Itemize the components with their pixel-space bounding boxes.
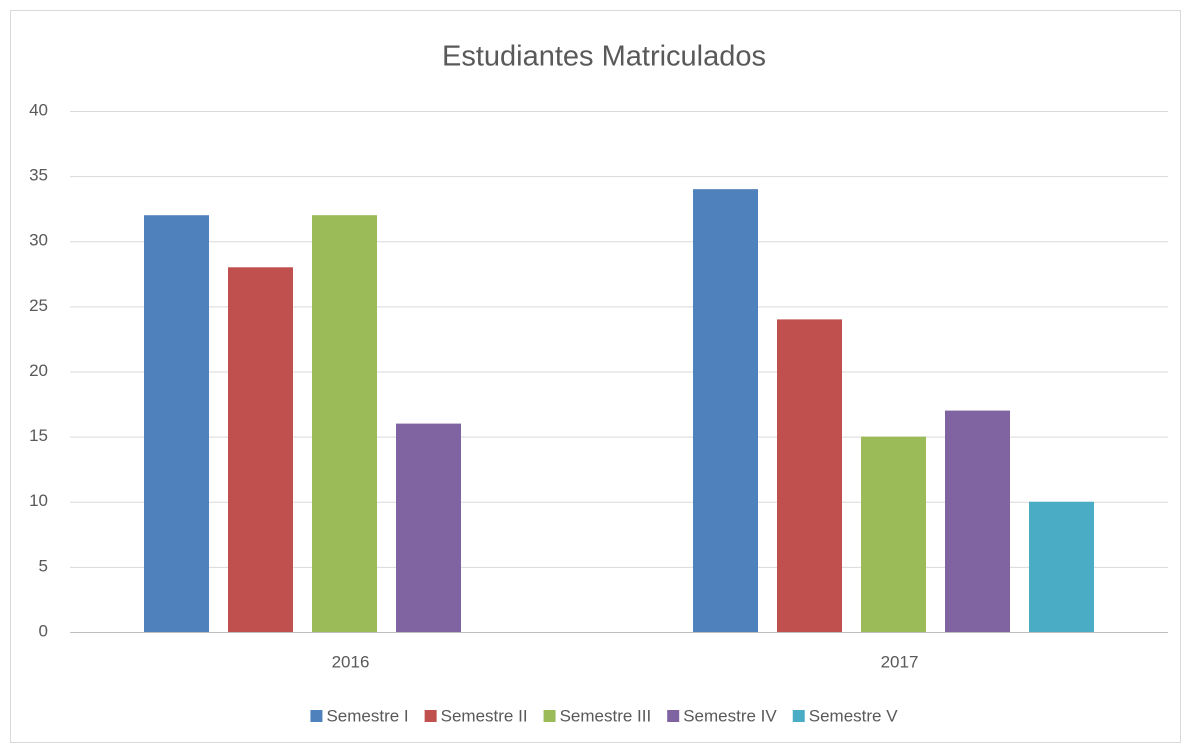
legend-swatch bbox=[543, 710, 556, 722]
y-tick-label: 15 bbox=[29, 426, 48, 445]
y-tick-label: 5 bbox=[39, 556, 48, 575]
chart-title: Estudiantes Matriculados bbox=[442, 41, 766, 73]
bar bbox=[777, 319, 842, 632]
y-tick-label: 30 bbox=[29, 231, 48, 250]
legend-label: Semestre III bbox=[560, 706, 652, 725]
legend-swatch bbox=[424, 710, 437, 722]
y-tick-label: 40 bbox=[29, 100, 48, 119]
x-tick-label: 2016 bbox=[332, 652, 370, 671]
bar bbox=[228, 267, 293, 632]
legend-swatch bbox=[667, 710, 680, 722]
bar bbox=[144, 215, 209, 632]
legend-label: Semestre I bbox=[326, 706, 408, 725]
bar bbox=[945, 410, 1010, 632]
legend-label: Semestre V bbox=[809, 706, 898, 725]
y-tick-label: 25 bbox=[29, 296, 48, 315]
y-tick-label: 35 bbox=[29, 166, 48, 185]
y-tick-label: 0 bbox=[39, 621, 48, 640]
bar bbox=[396, 423, 461, 632]
legend-swatch bbox=[792, 710, 805, 722]
bar bbox=[312, 215, 377, 632]
legend-swatch bbox=[310, 710, 323, 722]
legend-label: Semestre IV bbox=[683, 706, 777, 725]
bar bbox=[1029, 501, 1094, 632]
y-tick-label: 20 bbox=[29, 361, 48, 380]
x-tick-label: 2017 bbox=[881, 652, 919, 671]
bar bbox=[693, 189, 758, 632]
bar bbox=[861, 436, 926, 632]
legend-label: Semestre II bbox=[441, 706, 528, 725]
y-tick-label: 10 bbox=[29, 491, 48, 510]
